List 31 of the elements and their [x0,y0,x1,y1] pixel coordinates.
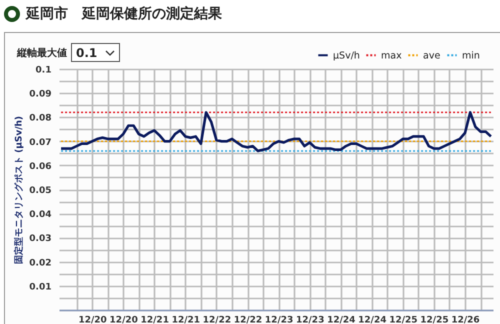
y-tick-label: 0.03 [29,234,52,244]
legend-label: μSv/h [333,50,360,62]
y-tick-label: 0.09 [29,90,52,100]
legend-label: max [381,50,402,62]
legend-label: min [462,50,480,62]
line-series [60,111,492,152]
dropdown: 縦軸最大値 0.1 [17,43,120,62]
x-tick-label: 12/21 [172,316,200,324]
y-tick-label: 0.01 [29,282,52,292]
x-tick-label: 12/22 [234,316,262,324]
x-tick-label: 12/23 [296,316,324,324]
x-tick-label: 12/22 [202,316,232,324]
x-tick-label: 12/24 [358,316,386,324]
x-tick-label: 12/20 [78,316,107,324]
legend-label: ave [423,50,440,62]
y-tick-label: 0.1 [36,66,52,76]
x-tick-label: 12/26 [451,316,480,324]
y-tick-label: 0.08 [29,114,52,124]
x-tick-label: 12/25 [389,316,418,324]
chart-title: 延岡市 延岡保健所の測定結果 [26,5,222,23]
y-tick-label: 0.06 [29,162,52,172]
x-tick-label: 12/23 [264,316,294,324]
y-tick-label: 0.05 [29,186,52,196]
y-tick-label: 0.04 [29,210,52,220]
x-tick-label: 12/20 [110,316,138,324]
y-axis-title: 固定型モニタリングポスト (μSv/h) [13,116,24,264]
x-tick-label: 12/21 [140,316,169,324]
y-tick-label: 0.02 [29,258,52,268]
y-tick-label: 0.07 [29,138,52,148]
x-tick-label: 12/24 [327,316,356,324]
x-tick-label: 12/25 [420,316,449,324]
